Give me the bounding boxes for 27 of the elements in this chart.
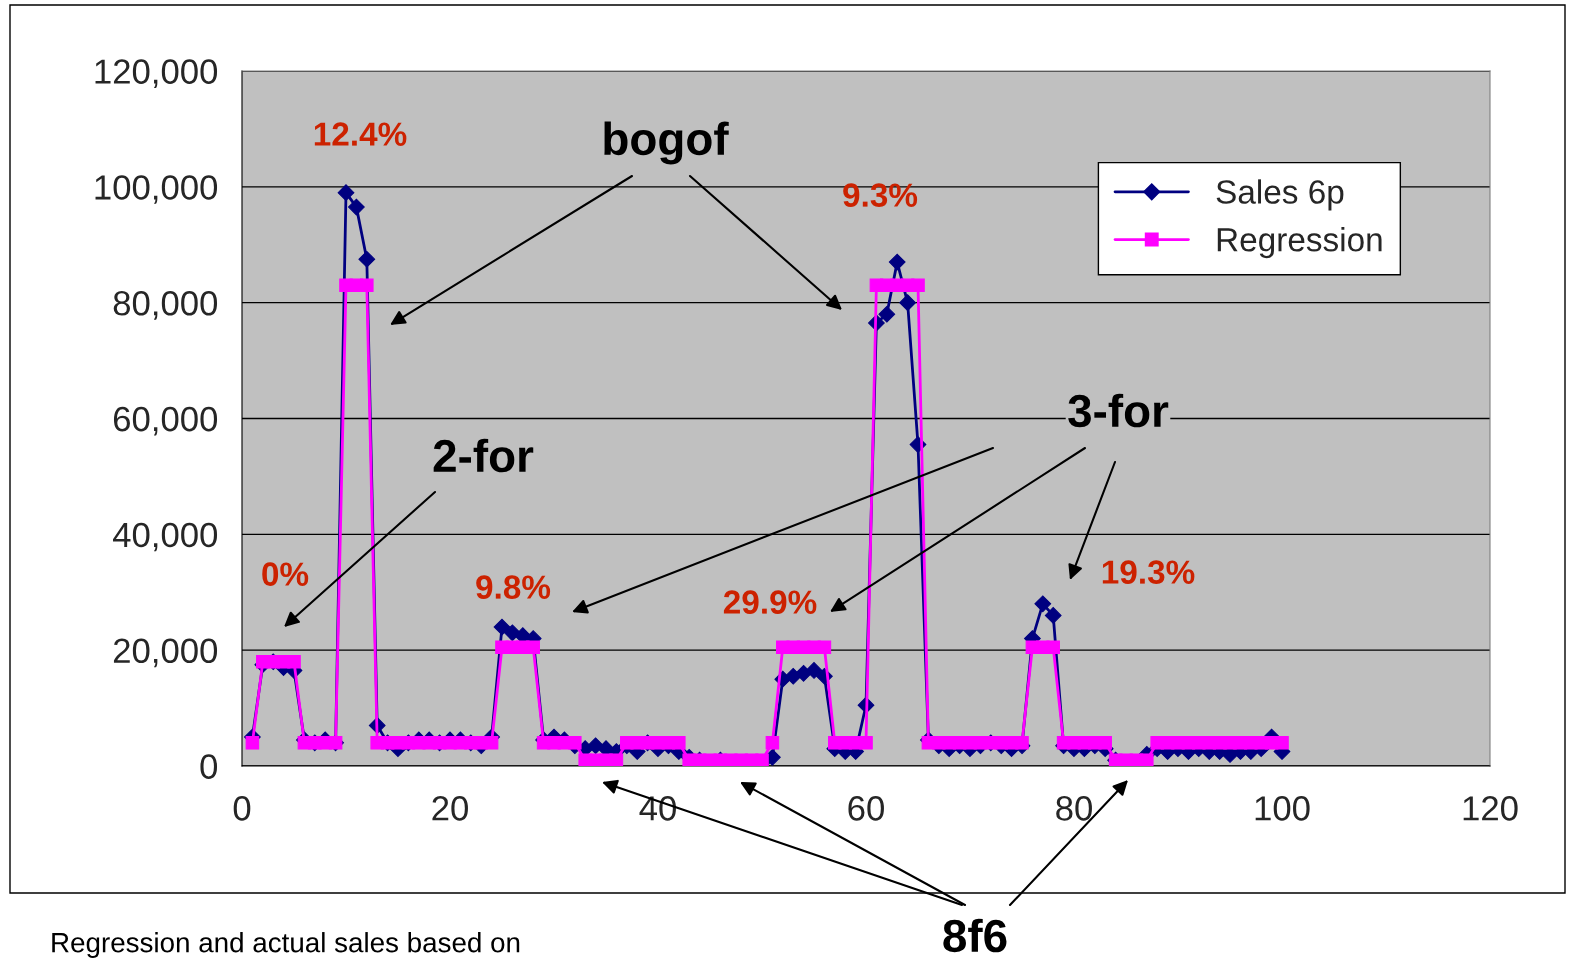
y-tick-label: 100,000 (95, 175, 218, 204)
x-tick-label: 120 (1463, 796, 1518, 821)
annotation: 9.3% (843, 183, 918, 207)
y-tick-label: 20,000 (113, 638, 218, 668)
x-tick-label: 0 (233, 796, 251, 821)
annotation: 12.4% (314, 122, 407, 146)
y-tick-label: 40,000 (113, 522, 218, 552)
legend-label: Regression (1217, 227, 1382, 259)
text: 8f6 (943, 918, 1007, 953)
y-tick-label: 0 (200, 754, 218, 779)
x-tick-label: 40 (639, 796, 676, 821)
annotation: 3-for (1068, 393, 1169, 428)
annotation: 19.3% (1102, 560, 1195, 584)
annotation: bogof (604, 121, 729, 165)
y-tick-label: 60,000 (113, 406, 218, 436)
legend-label: Sales 6p (1216, 179, 1344, 211)
x-tick-label: 20 (432, 796, 468, 821)
annotation: 0% (262, 562, 309, 586)
x-tick-label: 80 (1056, 796, 1092, 821)
annotation: 2-for (433, 438, 534, 473)
x-tick-label: 60 (848, 796, 884, 821)
annotation: 29.9% (723, 590, 817, 614)
y-tick-label: 80,000 (113, 291, 218, 320)
text: Regression and actual sales based on (52, 932, 520, 958)
y-tick-label: 120,000 (95, 59, 218, 89)
annotation: 9.8% (476, 575, 551, 599)
x-tick-label: 100 (1255, 796, 1310, 821)
